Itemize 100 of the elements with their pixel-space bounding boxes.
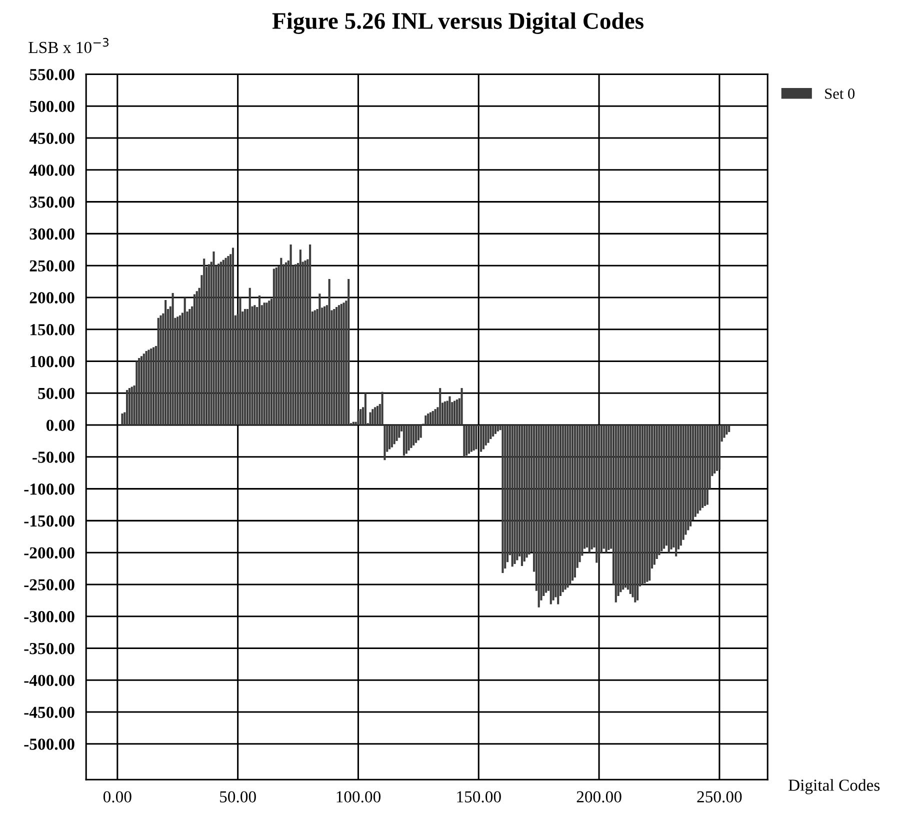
bar xyxy=(644,425,646,584)
bar xyxy=(398,425,400,438)
bar xyxy=(572,425,574,581)
bar xyxy=(626,425,629,590)
bar xyxy=(203,258,206,426)
bar xyxy=(468,425,470,454)
bar xyxy=(372,409,374,426)
y-tick-label: -300.00 xyxy=(24,611,74,622)
x-tick-label: 100.00 xyxy=(336,791,381,803)
y-tick-label: -200.00 xyxy=(24,547,74,559)
bar xyxy=(140,356,143,426)
bar xyxy=(690,425,692,526)
bar xyxy=(427,414,430,426)
bar xyxy=(696,425,699,514)
y-tick-label: 450.00 xyxy=(29,132,74,144)
bar xyxy=(523,425,526,562)
bar xyxy=(348,278,350,426)
bar xyxy=(176,316,179,426)
bar xyxy=(728,425,730,432)
y-tick-label: 100.00 xyxy=(30,356,74,368)
bar xyxy=(258,296,261,426)
y-tick-label: 400.00 xyxy=(29,164,74,176)
bar xyxy=(126,390,128,426)
bar xyxy=(596,425,598,563)
bar xyxy=(487,425,490,443)
y-tick-label: 250.00 xyxy=(30,260,74,272)
bar xyxy=(526,425,528,558)
bar xyxy=(653,425,656,565)
bar xyxy=(157,318,160,426)
bar xyxy=(244,308,246,426)
legend-label: Set 0 xyxy=(825,88,855,99)
bar xyxy=(668,425,670,553)
bar xyxy=(224,258,227,426)
bar xyxy=(369,412,372,426)
bar xyxy=(432,410,434,426)
bar xyxy=(660,425,663,552)
bar xyxy=(136,361,138,426)
bar xyxy=(393,425,396,444)
bar xyxy=(448,396,451,426)
bar xyxy=(266,302,268,426)
bar xyxy=(314,310,316,426)
bar xyxy=(212,252,215,426)
bar xyxy=(439,388,442,426)
bar xyxy=(516,425,518,560)
bar xyxy=(494,425,497,434)
bar xyxy=(172,293,174,426)
bar xyxy=(304,260,306,426)
bar xyxy=(444,401,446,426)
bar xyxy=(299,250,302,426)
bar xyxy=(658,425,660,556)
bar xyxy=(142,354,145,426)
bar xyxy=(333,308,336,426)
bar xyxy=(620,425,622,592)
bar xyxy=(706,425,708,505)
bar xyxy=(624,425,627,588)
bar xyxy=(193,294,196,426)
bar xyxy=(222,260,224,426)
bar xyxy=(275,267,278,426)
bar xyxy=(424,415,427,426)
bar xyxy=(227,256,230,426)
bar xyxy=(614,425,617,602)
bar xyxy=(130,386,133,426)
bar xyxy=(472,425,475,451)
bar xyxy=(562,425,564,592)
x-tick-label: 150.00 xyxy=(457,791,501,803)
y-tick-label: 200.00 xyxy=(30,292,74,304)
bar xyxy=(552,425,554,600)
bar xyxy=(145,351,148,426)
y-tick-label: -150.00 xyxy=(24,515,74,527)
bar xyxy=(248,288,251,426)
y-tick-label: 550.00 xyxy=(30,68,74,80)
y-tick-label: 500.00 xyxy=(30,100,74,112)
bar xyxy=(456,400,458,426)
bar xyxy=(121,414,124,426)
bar xyxy=(128,388,130,426)
y-tick-label: 300.00 xyxy=(30,228,74,240)
bar xyxy=(414,425,418,443)
bar xyxy=(687,425,690,530)
bar xyxy=(323,306,326,426)
y-tick-label: 0.00 xyxy=(46,420,74,432)
bar xyxy=(704,425,706,506)
bar xyxy=(402,425,405,456)
x-tick-label: 200.00 xyxy=(576,791,622,803)
bar xyxy=(336,307,338,426)
bar xyxy=(417,425,420,440)
x-tick-label: 0.00 xyxy=(103,791,132,803)
bar xyxy=(492,425,494,437)
bar xyxy=(290,244,292,426)
bar xyxy=(723,425,726,438)
bar xyxy=(694,425,696,517)
bar xyxy=(138,358,140,426)
bar xyxy=(557,425,560,604)
bar xyxy=(405,425,408,454)
bar xyxy=(184,297,186,426)
bar xyxy=(636,425,639,600)
bar xyxy=(429,412,432,426)
bar xyxy=(272,268,275,426)
bar xyxy=(496,425,499,432)
bar xyxy=(569,425,572,584)
bar xyxy=(663,425,666,549)
